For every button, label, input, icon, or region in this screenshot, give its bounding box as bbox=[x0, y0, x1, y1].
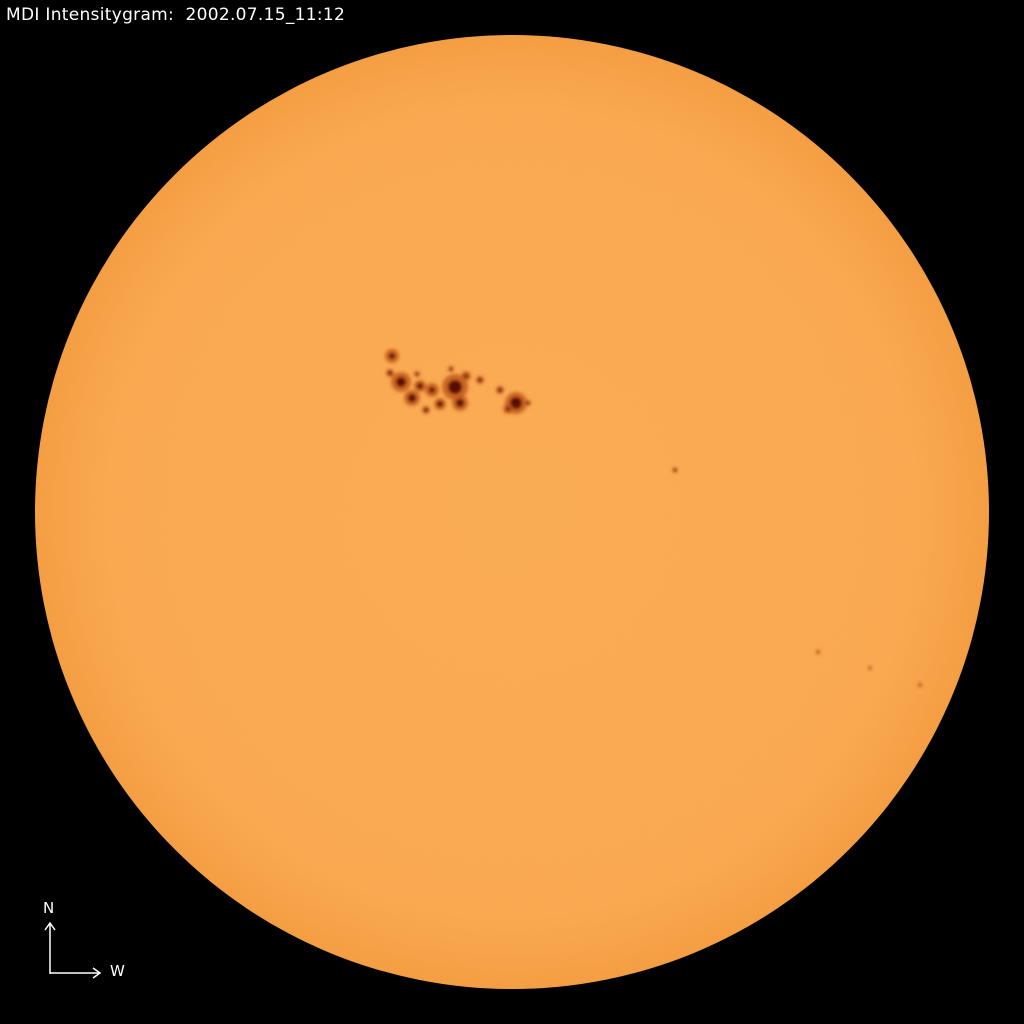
sunspot-umbra bbox=[388, 371, 392, 375]
west-label: W bbox=[110, 962, 125, 980]
sunspot-umbra bbox=[429, 387, 435, 393]
sunspot-umbra bbox=[919, 684, 921, 686]
sunspot-umbra bbox=[449, 367, 453, 371]
sunspot-umbra bbox=[424, 408, 428, 412]
image-title: MDI Intensitygram: 2002.07.15_11:12 bbox=[6, 5, 345, 25]
sunspot-umbra bbox=[526, 401, 530, 405]
sunspot-umbra bbox=[448, 380, 462, 394]
sunspot-umbra bbox=[478, 378, 482, 382]
sunspot-umbra bbox=[437, 401, 443, 407]
instrument-label: MDI Intensitygram: bbox=[6, 5, 175, 25]
sunspot-umbra bbox=[396, 377, 406, 387]
sunspot-umbra bbox=[389, 353, 395, 359]
sunspot-group bbox=[385, 349, 922, 687]
sunspot-umbra bbox=[673, 468, 677, 472]
sunspot-umbra bbox=[817, 651, 819, 653]
north-label: N bbox=[43, 899, 55, 917]
sunspot-umbra bbox=[464, 374, 468, 378]
sunspot-umbra bbox=[456, 399, 464, 407]
compass-arrows-icon bbox=[44, 921, 102, 979]
sunspot-umbra bbox=[408, 394, 416, 402]
timestamp: 2002.07.15_11:12 bbox=[185, 5, 346, 25]
sunspot-umbra bbox=[506, 407, 510, 411]
granulation-texture bbox=[35, 35, 989, 989]
sunspot-umbra bbox=[869, 667, 871, 669]
sunspot-umbra bbox=[415, 372, 419, 376]
sunspot-umbra bbox=[498, 388, 502, 392]
sunspot-umbra bbox=[417, 383, 423, 389]
sunspot-umbra bbox=[510, 397, 522, 409]
